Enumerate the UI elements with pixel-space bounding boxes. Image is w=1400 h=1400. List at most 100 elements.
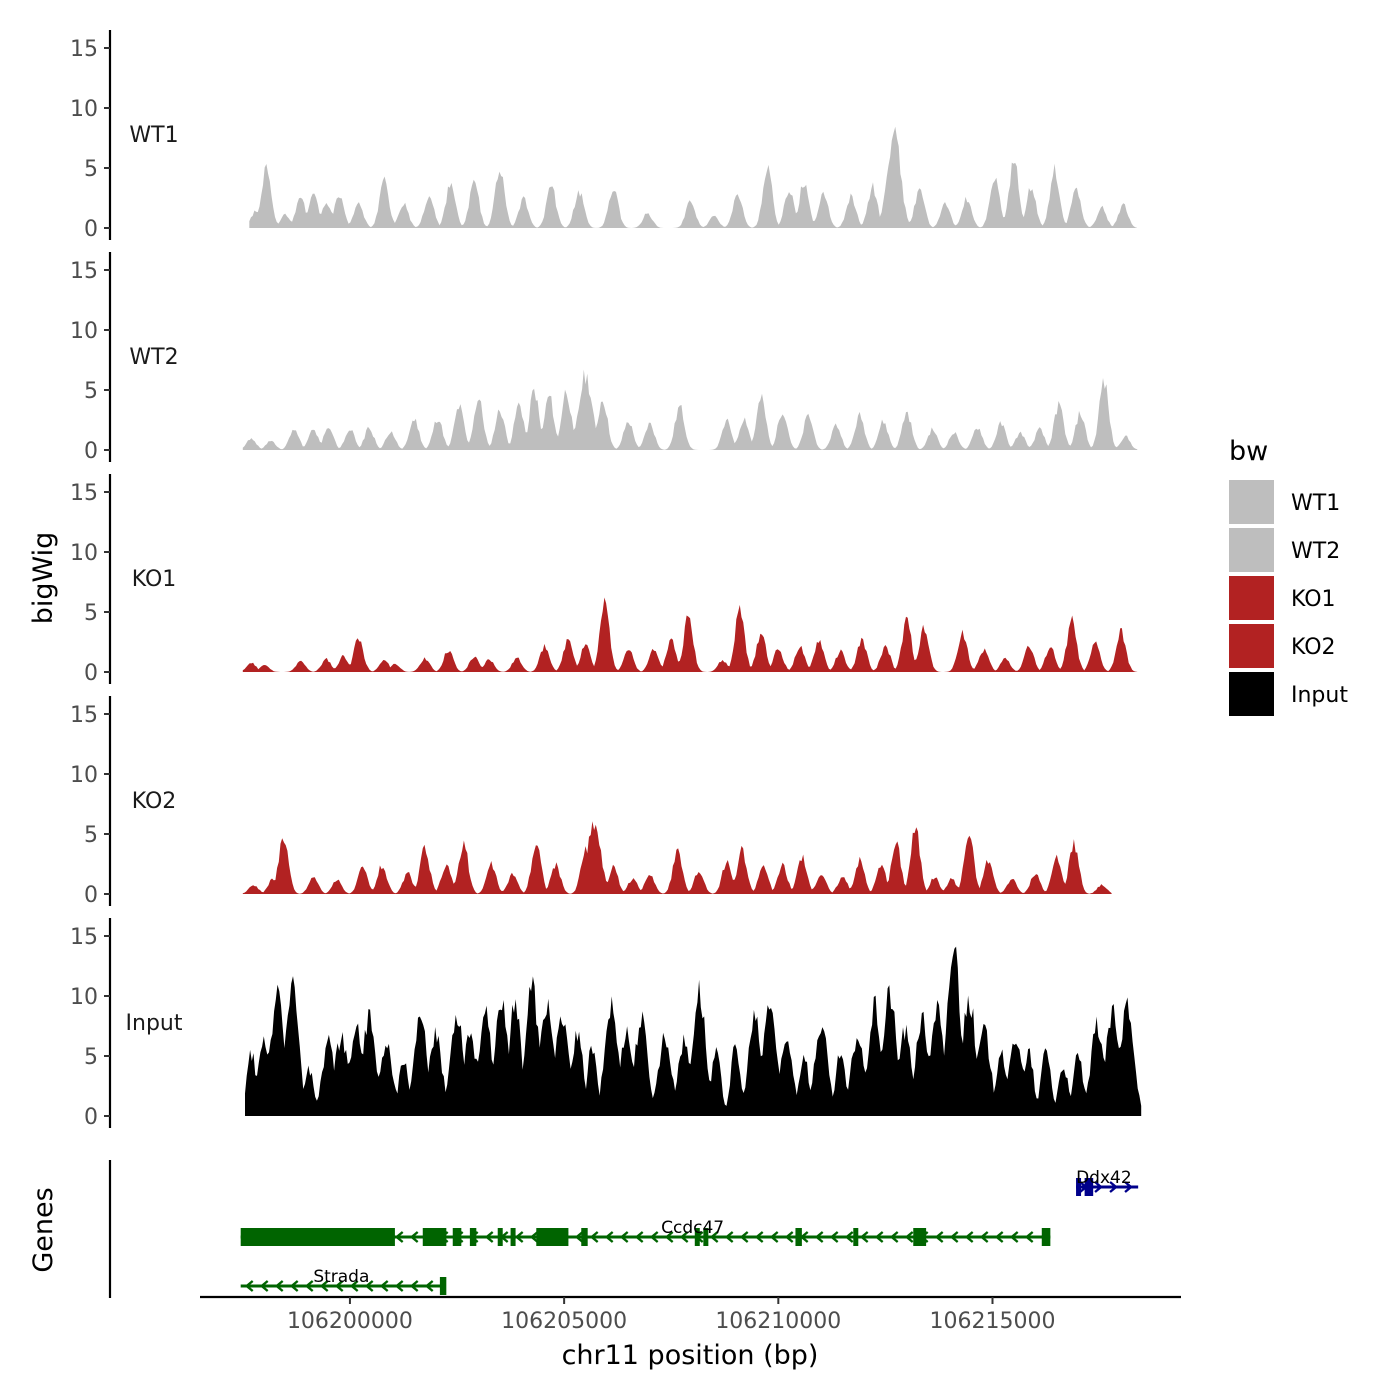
- strand-arrow: [274, 1280, 284, 1292]
- exon: [452, 1228, 462, 1246]
- strand-arrow: [664, 1231, 674, 1243]
- signal-tracks: 0 5 10 15 WT1 0 5 10 15 WT2 0 5 10 15 KO1 0 5 10 15 KO2 0 5 10…: [70, 30, 1142, 1130]
- track-label-ko2: KO2: [132, 789, 177, 814]
- legend-key-ko2: [1229, 624, 1274, 668]
- strand-arrow: [829, 1231, 839, 1243]
- track-ko1: 0 5 10 15 KO1: [70, 474, 1138, 686]
- y-tick-label: 0: [84, 1105, 98, 1130]
- exon: [913, 1228, 927, 1246]
- y-tick-label: 15: [70, 37, 98, 62]
- exon: [439, 1277, 447, 1295]
- strand-arrow: [1109, 1181, 1118, 1193]
- strand-arrow: [409, 1280, 419, 1292]
- y-tick-label: 10: [70, 97, 98, 122]
- y-tick-label: 15: [70, 481, 98, 506]
- strand-arrow: [679, 1231, 689, 1243]
- exon: [703, 1228, 709, 1246]
- area-input: [245, 946, 1142, 1116]
- gene-ccdc47: Ccdc47: [240, 1218, 1051, 1246]
- strand-arrow: [784, 1231, 794, 1243]
- exon: [581, 1228, 588, 1246]
- exon: [1041, 1228, 1051, 1246]
- gene-track: Ddx42 Ccdc47 Strada: [108, 1160, 1139, 1298]
- y-tick-label: 10: [70, 763, 98, 788]
- area-ko2: [242, 821, 1112, 894]
- y-tick-label: 5: [84, 601, 98, 626]
- gene-label: Ccdc47: [661, 1218, 724, 1238]
- exon: [510, 1228, 516, 1246]
- y-tick-label: 15: [70, 259, 98, 284]
- y-tick-label: 10: [70, 985, 98, 1010]
- exon: [240, 1228, 395, 1246]
- legend-label-ko2: KO2: [1291, 635, 1336, 660]
- y-tick-label: 0: [84, 217, 98, 242]
- gene-strada: Strada: [240, 1267, 447, 1295]
- legend-key-wt1: [1229, 480, 1274, 524]
- exon: [694, 1228, 700, 1246]
- x-axis-title: chr11 position (bp): [562, 1340, 819, 1371]
- strand-arrow: [979, 1231, 989, 1243]
- y-tick-label: 5: [84, 157, 98, 182]
- track-wt2: 0 5 10 15 WT2: [70, 252, 1138, 464]
- strand-arrow: [394, 1231, 404, 1243]
- strand-arrow: [1024, 1231, 1034, 1243]
- legend-key-wt2: [1229, 528, 1274, 572]
- strand-arrow: [649, 1231, 659, 1243]
- strand-arrow: [484, 1231, 494, 1243]
- exon: [795, 1228, 802, 1246]
- y-tick-label: 10: [70, 319, 98, 344]
- legend: bw WT1 WT2 KO1 KO2 Input: [1229, 436, 1348, 716]
- x-tick-label: 106215000: [930, 1309, 1056, 1334]
- y-tick-label: 15: [70, 925, 98, 950]
- strand-arrow: [724, 1231, 734, 1243]
- strand-arrow: [1009, 1231, 1019, 1243]
- exon: [1084, 1178, 1094, 1196]
- gene-label: Ddx42: [1076, 1168, 1132, 1188]
- exon: [422, 1228, 447, 1246]
- strand-arrow: [934, 1231, 944, 1243]
- strand-arrow: [259, 1280, 269, 1292]
- legend-title: bw: [1229, 436, 1268, 467]
- exon: [469, 1228, 477, 1246]
- legend-label-wt1: WT1: [1291, 491, 1340, 516]
- legend-label-ko1: KO1: [1291, 587, 1336, 612]
- strand-arrow: [844, 1231, 854, 1243]
- strand-arrow: [409, 1231, 419, 1243]
- exon: [1076, 1178, 1082, 1196]
- strand-arrow: [244, 1280, 254, 1292]
- strand-arrow: [754, 1231, 764, 1243]
- strand-arrow: [364, 1280, 374, 1292]
- gene-ddx42: Ddx42: [1076, 1168, 1139, 1196]
- y-tick-label: 0: [84, 439, 98, 464]
- strand-arrow: [529, 1231, 539, 1243]
- gene-label: Strada: [313, 1267, 369, 1287]
- y-axis-title-genes: Genes: [28, 1187, 59, 1272]
- exon: [497, 1228, 503, 1246]
- x-tick-label: 106205000: [501, 1309, 627, 1334]
- legend-key-input: [1229, 672, 1274, 716]
- track-label-input: Input: [126, 1011, 183, 1036]
- strand-arrow: [1094, 1181, 1103, 1193]
- track-label-wt2: WT2: [129, 345, 178, 370]
- strand-arrow: [769, 1231, 779, 1243]
- strand-arrow: [574, 1231, 584, 1243]
- y-tick-label: 5: [84, 379, 98, 404]
- y-axis-title-bigwig: bigWig: [28, 532, 59, 625]
- strand-arrow: [964, 1231, 974, 1243]
- y-tick-label: 15: [70, 703, 98, 728]
- x-tick-label: 106200000: [287, 1309, 413, 1334]
- area-ko1: [242, 597, 1138, 672]
- area-wt2: [242, 369, 1138, 450]
- strand-arrow: [709, 1231, 719, 1243]
- strand-arrow: [859, 1231, 869, 1243]
- track-wt1: 0 5 10 15 WT1: [70, 30, 1137, 242]
- strand-arrow: [994, 1231, 1004, 1243]
- strand-arrow: [739, 1231, 749, 1243]
- exon: [536, 1228, 569, 1246]
- strand-arrow: [304, 1280, 314, 1292]
- legend-key-ko1: [1229, 576, 1274, 620]
- strand-arrow: [604, 1231, 614, 1243]
- strand-arrow: [514, 1231, 524, 1243]
- strand-arrow: [394, 1280, 404, 1292]
- strand-arrow: [814, 1231, 824, 1243]
